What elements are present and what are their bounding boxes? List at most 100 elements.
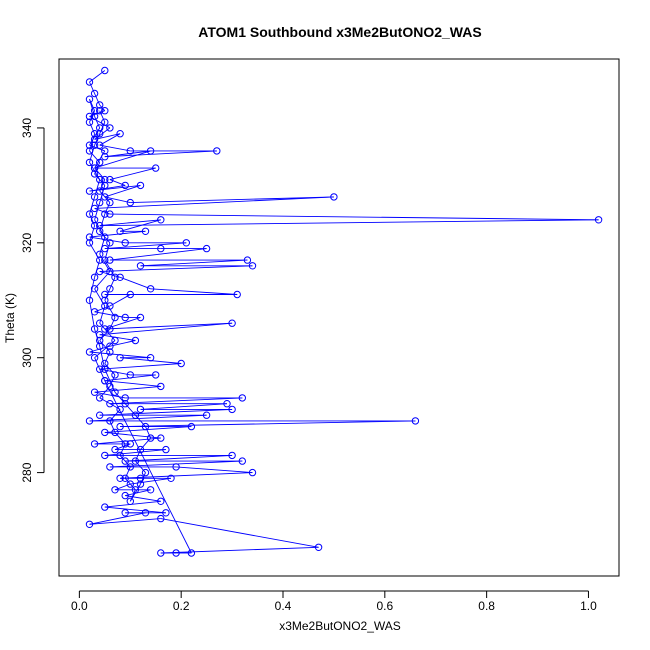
series-line-segment — [140, 472, 146, 485]
series-line-segment — [89, 230, 146, 238]
data-point — [96, 124, 104, 132]
series-line-segment — [104, 150, 151, 158]
data-point — [136, 405, 145, 414]
data-point — [116, 451, 124, 460]
data-point — [136, 474, 145, 482]
series-layer — [85, 66, 603, 557]
series-line-segment — [99, 265, 253, 272]
data-point — [157, 244, 165, 253]
data-point — [96, 411, 104, 419]
series-line-segment — [94, 167, 106, 180]
series-line-segment — [94, 133, 101, 146]
data-point — [126, 147, 135, 155]
data-point — [202, 244, 211, 253]
series-line-segment — [104, 288, 111, 301]
series-line-segment — [99, 397, 121, 410]
series-line-segment — [99, 363, 182, 370]
series-line-segment — [89, 518, 161, 525]
data-point — [121, 491, 129, 500]
data-point — [101, 153, 109, 161]
data-point — [106, 124, 114, 132]
series-line-segment — [99, 122, 106, 134]
data-point — [111, 313, 119, 322]
series-line-segment — [109, 397, 243, 405]
data-point — [131, 457, 140, 465]
series-line-segment — [89, 122, 96, 134]
series-line-segment — [114, 443, 131, 451]
series-line-segment — [114, 483, 131, 491]
data-point — [238, 457, 247, 465]
data-point — [223, 400, 231, 408]
series-line-segment — [89, 144, 105, 152]
data-point — [116, 130, 124, 138]
data-point — [96, 336, 104, 345]
data-point — [162, 509, 170, 517]
data-point — [126, 371, 135, 379]
series-line-segment — [89, 414, 207, 422]
series-line-segment — [125, 489, 151, 497]
data-point — [213, 147, 221, 155]
data-point — [85, 348, 94, 356]
data-point — [121, 509, 129, 517]
data-point — [85, 112, 94, 121]
data-point — [187, 549, 196, 557]
data-point — [131, 336, 140, 345]
data-point — [101, 503, 109, 511]
data-point — [96, 101, 104, 109]
data-point — [90, 273, 99, 281]
data-point — [106, 267, 114, 276]
data-point — [141, 509, 150, 517]
data-point — [146, 486, 155, 494]
data-point — [172, 549, 180, 557]
data-point — [90, 354, 99, 362]
series-line-segment — [99, 179, 106, 192]
data-point — [90, 285, 99, 293]
series-line-segment — [89, 81, 96, 94]
data-point — [111, 445, 119, 454]
data-point — [152, 371, 160, 379]
x-axis-label: x3Me2ButONO2_WAS — [279, 619, 401, 633]
data-point — [136, 445, 145, 454]
series-line-segment — [135, 414, 146, 427]
data-point — [116, 354, 124, 362]
data-point — [90, 204, 99, 213]
data-point — [121, 313, 129, 322]
data-point — [121, 181, 129, 190]
y-tick-label: 300 — [20, 347, 34, 367]
data-point — [85, 210, 94, 218]
data-point — [233, 290, 241, 299]
series-line-segment — [94, 196, 334, 209]
data-point — [157, 497, 165, 505]
data-point — [228, 405, 236, 414]
data-point — [85, 417, 94, 425]
series-line-segment — [119, 219, 161, 232]
data-point — [157, 434, 165, 442]
series-line-segment — [94, 391, 126, 399]
series-line-segment — [145, 426, 152, 439]
data-point — [126, 440, 135, 448]
data-point — [111, 273, 119, 281]
series-line-segment — [109, 179, 126, 186]
data-point — [85, 141, 94, 149]
series-line-segment — [89, 213, 96, 226]
series-line-segment — [125, 495, 161, 502]
data-point — [96, 198, 104, 207]
series-line-segment — [99, 346, 106, 370]
series-line-segment — [104, 242, 187, 250]
series-line-segment — [99, 386, 111, 399]
data-point — [116, 227, 124, 236]
data-point — [106, 417, 114, 425]
series-line-segment — [160, 518, 319, 548]
data-point — [90, 112, 99, 121]
series-line-segment — [109, 374, 116, 387]
series-line-segment — [109, 317, 116, 330]
data-point — [85, 520, 94, 528]
data-point — [126, 463, 135, 471]
x-tick-label: 0.6 — [376, 599, 393, 613]
series-line-segment — [114, 391, 126, 404]
data-point — [90, 308, 99, 316]
series-line-segment — [94, 207, 111, 215]
data-point — [116, 405, 124, 414]
series-line-segment — [94, 150, 151, 169]
series-line-segment — [104, 431, 161, 439]
